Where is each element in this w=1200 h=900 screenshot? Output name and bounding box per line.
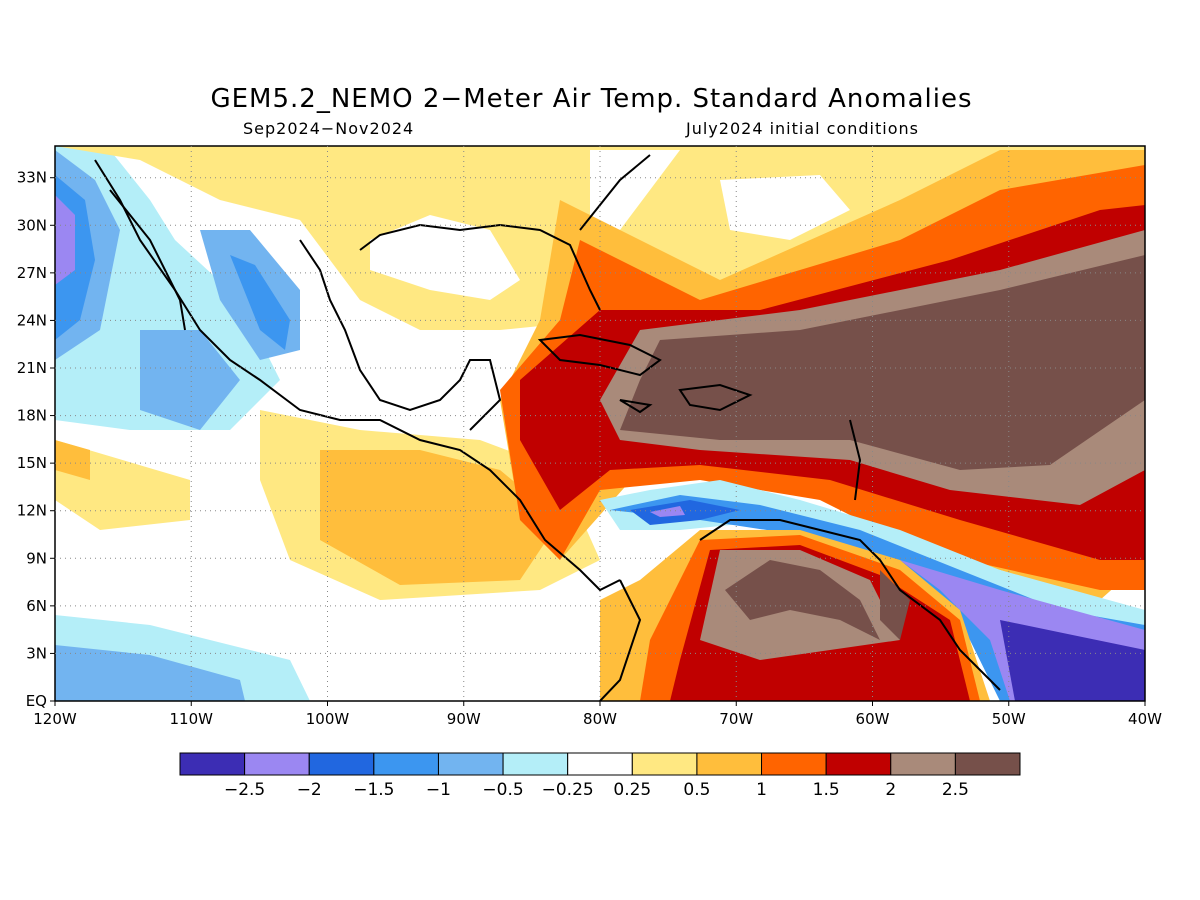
colorbar-swatch <box>568 753 633 775</box>
lat-tick-label: 3N <box>26 644 47 662</box>
colorbar-swatch <box>245 753 310 775</box>
colorbar-label: 1 <box>756 780 767 800</box>
colorbar: −2.5 −2 −1.5 −1 −0.5 −0.25 0.25 0.5 1 1.5 2 2.5 <box>180 753 1020 800</box>
colorbar-label: −1 <box>426 780 451 800</box>
lat-tick-label: 18N <box>17 407 47 425</box>
colorbar-label: 2.5 <box>942 780 969 800</box>
lat-tick-label: 15N <box>17 454 47 472</box>
colorbar-swatch <box>309 753 374 775</box>
colorbar-swatch <box>826 753 891 775</box>
lat-tick-label: 33N <box>17 169 47 187</box>
colorbar-swatch <box>180 753 245 775</box>
colorbar-swatch <box>374 753 439 775</box>
latitude-ticks: EQ 3N 6N 9N 12N 15N 18N 21N 24N 27N 30N 33N <box>17 169 55 710</box>
colorbar-swatch <box>697 753 762 775</box>
colorbar-label: −0.25 <box>542 780 594 800</box>
lat-tick-label: 12N <box>17 502 47 520</box>
anomaly-field <box>55 146 1145 701</box>
lon-tick-label: 70W <box>719 710 753 728</box>
lat-tick-label: 21N <box>17 359 47 377</box>
lon-tick-label: 60W <box>856 710 890 728</box>
lon-tick-label: 50W <box>992 710 1026 728</box>
lon-tick-label: 120W <box>33 710 77 728</box>
lat-tick-label: 30N <box>17 216 47 234</box>
colorbar-label: 1.5 <box>813 780 840 800</box>
lon-tick-label: 80W <box>583 710 617 728</box>
colorbar-label: −1.5 <box>353 780 394 800</box>
colorbar-swatch <box>955 753 1020 775</box>
colorbar-swatch <box>762 753 827 775</box>
lat-tick-label: 6N <box>26 597 47 615</box>
lat-tick-label: 27N <box>17 264 47 282</box>
map-figure: 120W 110W 100W 90W 80W 70W 60W 50W 40W EQ 3N 6N 9N 1… <box>0 0 1200 900</box>
lat-tick-label: 24N <box>17 311 47 329</box>
longitude-ticks: 120W 110W 100W 90W 80W 70W 60W 50W 40W <box>33 701 1162 728</box>
colorbar-swatch <box>632 753 697 775</box>
colorbar-label: 0.25 <box>613 780 651 800</box>
lat-tick-label: EQ <box>26 692 47 710</box>
colorbar-label: −0.5 <box>482 780 523 800</box>
colorbar-label: 2 <box>885 780 896 800</box>
lon-tick-label: 110W <box>170 710 214 728</box>
lon-tick-label: 100W <box>306 710 350 728</box>
colorbar-swatch <box>891 753 956 775</box>
lon-tick-label: 40W <box>1128 710 1162 728</box>
colorbar-label: −2.5 <box>224 780 265 800</box>
lon-tick-label: 90W <box>447 710 481 728</box>
lat-tick-label: 9N <box>26 549 47 567</box>
colorbar-swatch <box>438 753 503 775</box>
colorbar-label: −2 <box>297 780 322 800</box>
colorbar-label: 0.5 <box>683 780 710 800</box>
colorbar-swatch <box>503 753 568 775</box>
